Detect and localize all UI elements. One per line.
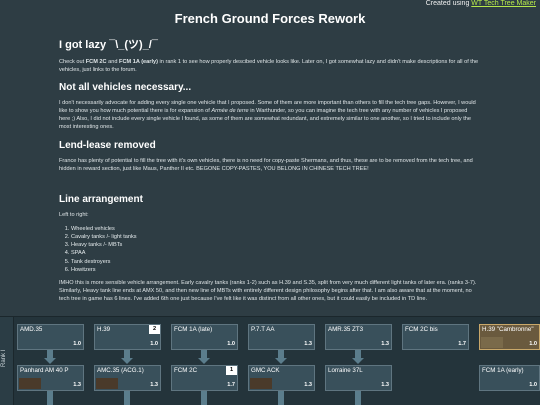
rank-label: Rank I [1,349,7,367]
connector-stem [201,350,207,359]
vehicle-br: 1.3 [381,341,389,347]
connector-arrow [44,358,56,364]
vehicle-thumbnail [19,378,41,389]
section-lend-lease-heading: Lend-lease removed [59,140,156,151]
list-item: Cavalry tanks /- light tanks [71,233,479,241]
vehicle-br: 1.0 [73,341,81,347]
vehicle-name: AMD.35 [20,326,43,333]
connector-stem [278,391,284,405]
connector-arrow [121,358,133,364]
vehicle-name: FCM 2C bis [405,326,438,333]
credit-prefix: Created using [425,0,472,7]
vehicle-card[interactable]: H.39 2 1.0 [94,324,161,350]
vehicle-name: FCM 2C [174,367,198,374]
vehicle-card[interactable]: FCM 2C bis 1.7 [402,324,469,350]
vehicle-card[interactable]: GMC ACK 1.3 [248,365,315,391]
section-lend-lease: Lend-lease removed France has plenty of … [59,140,479,173]
lazy-text-2: and [106,59,120,65]
vehicle-name: Lorraine 37L [328,367,363,374]
vehicle-br: 1.3 [150,382,158,388]
folder-count-badge: 1 [226,366,237,375]
notall-text-1: I don't necessarily advocate for adding … [59,100,476,115]
vehicle-card[interactable]: P.7.T AA 1.3 [248,324,315,350]
vehicle-name: FCM 1A (early) [482,367,524,374]
connector-stem [355,350,361,359]
vehicle-card[interactable]: AMR.35 ZT3 1.3 [325,324,392,350]
vehicle-card[interactable]: FCM 1A (late) 1.0 [171,324,238,350]
premium-vehicle-card[interactable]: H.39 "Cambronne" 1.0 [479,324,540,350]
list-item: Wheeled vehicles [71,225,479,233]
connector-stem [47,350,53,359]
vehicle-name: FCM 1A (late) [174,326,213,333]
connector-stem [124,391,130,405]
list-item: Howitzers [71,266,479,274]
vehicle-br: 1.0 [529,382,537,388]
section-line-intro: Left to right: [59,212,89,218]
vehicle-card[interactable]: Panhard AM 40 P 1.3 [17,365,84,391]
connector-stem [124,350,130,359]
section-line-heading: Line arrangement [59,194,143,205]
vehicle-br: 1.3 [381,382,389,388]
lazy-text-1: Check out [59,59,86,65]
section-lazy-heading: I got lazy ¯\_(ツ)_/¯ [59,39,158,51]
connector-stem [278,350,284,359]
section-line-arrangement: Line arrangement Left to right: Wheeled … [59,194,479,274]
folder-count-badge: 2 [149,325,160,334]
lazy-bold-1: FCM 2C [85,59,107,65]
section-lazy-text: Check out FCM 2C and FCM 1A (early) in r… [59,58,479,74]
vehicle-name: AMR.35 ZT3 [328,326,364,333]
vehicle-thumbnail [250,378,272,389]
connector-arrow [352,358,364,364]
vehicle-name: H.39 "Cambronne" [482,326,534,333]
vehicle-br: 1.3 [304,341,312,347]
vehicle-name: H.39 [97,326,111,333]
vehicle-br: 1.0 [227,341,235,347]
tech-tree: Rank I AMD.35 1.0 Panhard AM 40 P 1.3 H.… [0,316,540,405]
section-lend-lease-text: France has plenty of potential to fill t… [59,158,473,173]
section-not-all: Not all vehicles necessary... I don't ne… [59,82,479,131]
credit-link[interactable]: WT Tech Tree Maker [471,0,536,7]
vehicle-br: 1.3 [304,382,312,388]
page-title: French Ground Forces Rework [174,11,366,26]
section-not-all-heading: Not all vehicles necessary... [59,82,192,93]
vehicle-card[interactable]: FCM 1A (early) 1.0 [479,365,540,391]
vehicle-card[interactable]: Lorraine 37L 1.3 [325,365,392,391]
list-item: SPAA [71,249,479,257]
vehicle-card[interactable]: AMD.35 1.0 [17,324,84,350]
rank-column: Rank I [0,317,14,405]
vehicle-name: GMC ACK [251,367,280,374]
top-bar: Created using WT Tech Tree Maker [0,0,540,10]
list-item: Heavy tanks /- MBTs [71,241,479,249]
vehicle-thumbnail [481,337,503,348]
section-lazy: I got lazy ¯\_(ツ)_/¯ Check out FCM 2C an… [59,36,479,74]
vehicle-br: 1.0 [150,341,158,347]
connector-arrow [275,358,287,364]
connector-stem [47,391,53,405]
list-item: Tank destroyers [71,258,479,266]
vehicle-name: P.7.T AA [251,326,275,333]
lazy-text-3: in rank 1 to see how properly descibed v… [59,59,479,74]
connector-stem [355,391,361,405]
notall-italic: Armée de terre [211,108,249,115]
vehicle-card[interactable]: FCM 2C 1 1.7 [171,365,238,391]
line-list: Wheeled vehicles Cavalry tanks /- light … [59,225,479,274]
vehicle-br: 1.0 [529,341,537,347]
vehicle-br: 1.3 [73,382,81,388]
vehicle-br: 1.7 [458,341,466,347]
vehicle-card[interactable]: AMC.35 (ACG.1) 1.3 [94,365,161,391]
section-line-imho: IMHO this is more sensible vehicle arran… [59,280,477,303]
connector-arrow [198,358,210,364]
lazy-bold-2: FCM 1A (early) [119,59,158,65]
credit-line: Created using WT Tech Tree Maker [426,0,536,7]
vehicle-name: AMC.35 (ACG.1) [97,367,144,374]
vehicle-br: 1.7 [227,382,235,388]
vehicle-thumbnail [96,378,118,389]
vehicle-name: Panhard AM 40 P [20,367,69,374]
section-not-all-text: I don't necessarily advocate for adding … [59,99,479,131]
connector-stem [201,391,207,405]
notall-text-2: in Warthunder, so you can imagine the te… [59,108,471,131]
